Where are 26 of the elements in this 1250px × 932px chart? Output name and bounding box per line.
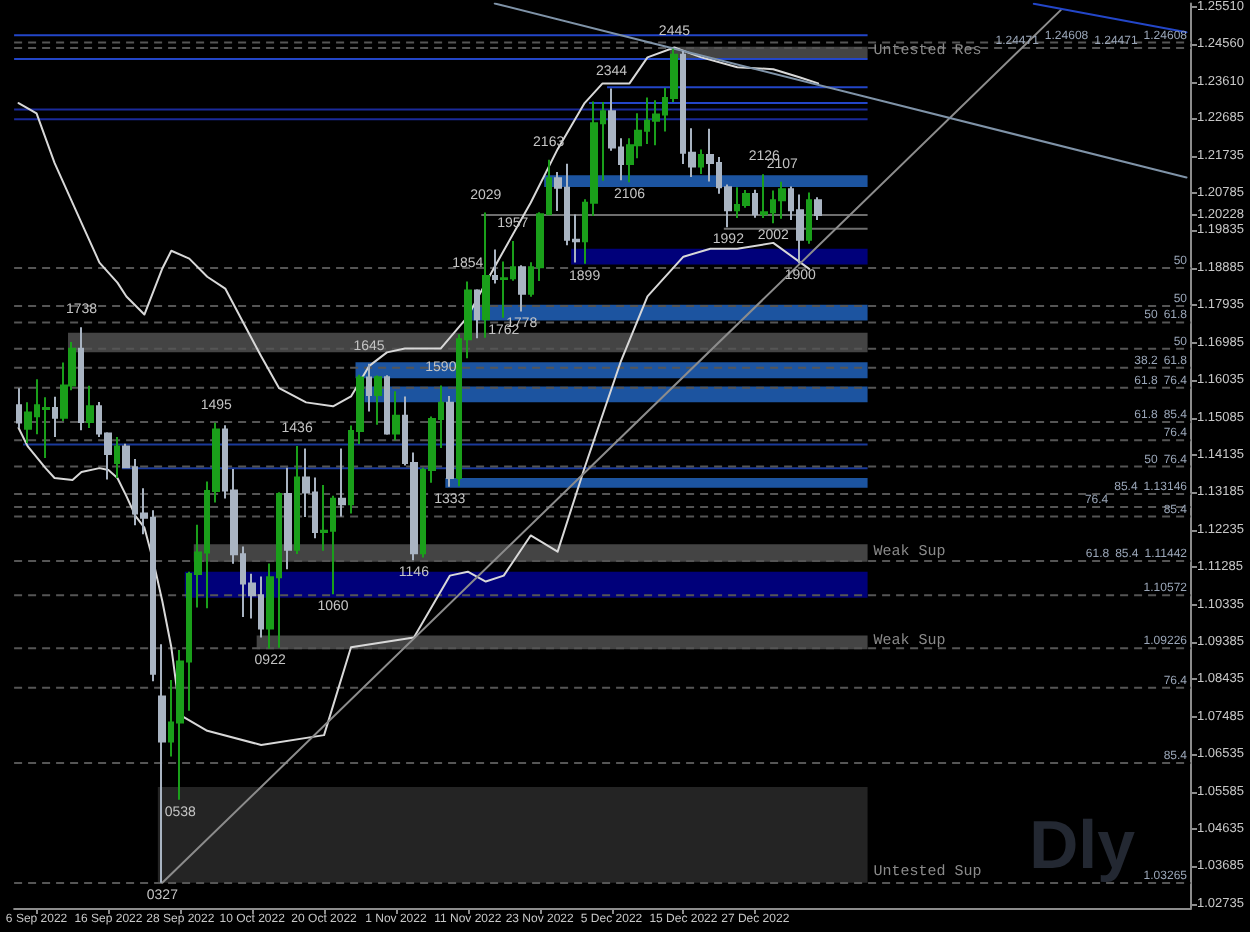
candlestick	[752, 188, 758, 219]
candlestick	[52, 395, 58, 439]
candlestick	[392, 390, 400, 442]
candlestick	[86, 384, 94, 429]
candlestick	[294, 445, 300, 555]
candlestick	[374, 374, 382, 426]
candlestick	[16, 387, 22, 429]
candlestick	[796, 193, 804, 265]
candlestick	[492, 248, 498, 285]
candlestick	[446, 395, 454, 488]
candlestick	[78, 326, 84, 432]
candlestick	[814, 196, 822, 222]
line-series	[17, 46, 820, 408]
candlestick	[284, 466, 292, 571]
candlestick	[474, 288, 480, 340]
candlestick	[698, 148, 704, 175]
candlestick	[482, 211, 490, 339]
candlestick	[806, 191, 812, 245]
candlestick	[366, 362, 372, 413]
candlestick	[518, 264, 526, 313]
candlestick	[384, 374, 390, 436]
candlestick	[760, 173, 768, 220]
candlestick	[778, 180, 786, 220]
candlestick	[114, 436, 120, 479]
candlestick	[338, 447, 346, 518]
candlestick	[158, 643, 166, 884]
